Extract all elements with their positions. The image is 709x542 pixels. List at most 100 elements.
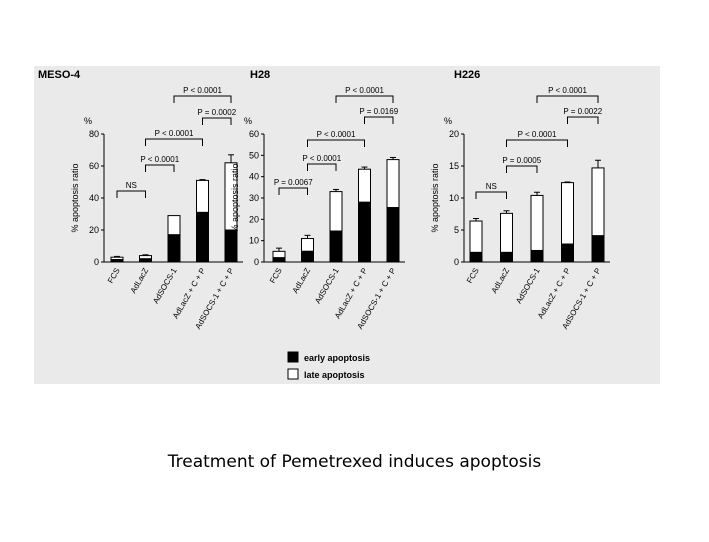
y-tick-label: 40 — [89, 193, 99, 203]
bar-early-apoptosis — [167, 234, 181, 263]
category-label: FCS — [465, 267, 481, 285]
category-label: FCS — [106, 267, 122, 285]
bar-early-apoptosis — [469, 251, 483, 263]
bar-early-apoptosis — [110, 259, 124, 263]
significance-label: P = 0.0005 — [502, 156, 541, 165]
y-tick-label: 80 — [89, 129, 99, 139]
significance-label: P < 0.0001 — [345, 86, 384, 95]
y-tick-label: 20 — [89, 225, 99, 235]
bar-early-apoptosis — [301, 250, 314, 263]
legend-swatch-early — [287, 351, 299, 363]
y-tick-label: 0 — [254, 257, 259, 267]
bar-late-apoptosis — [386, 159, 400, 209]
y-axis-title: % apoptosis ratio — [70, 163, 80, 232]
bar-late-apoptosis — [301, 238, 314, 252]
bar-early-apoptosis — [530, 249, 544, 263]
significance-label: P < 0.0001 — [302, 154, 341, 163]
bar-early-apoptosis — [591, 235, 605, 263]
y-tick-label: 50 — [249, 150, 259, 160]
figure-panel: MESO-4% 0 20 40 60 80 % apoptosis ratio FCS AdLa… — [34, 66, 660, 384]
significance-label: P = 0.0002 — [197, 108, 236, 117]
y-tick-label: 0 — [454, 257, 459, 267]
y-tick-label: 0 — [94, 257, 99, 267]
legend-label-late: late apoptosis — [304, 370, 365, 380]
bar-late-apoptosis — [469, 220, 483, 253]
bar-early-apoptosis — [224, 229, 238, 263]
figure-svg: MESO-4% 0 20 40 60 80 % apoptosis ratio FCS AdLa… — [38, 69, 610, 380]
y-tick-label: 10 — [249, 236, 259, 246]
category-label: AdSOCS-1 — [514, 266, 542, 305]
significance-label: P < 0.0001 — [140, 155, 179, 164]
significance-bracket — [145, 164, 175, 172]
y-tick-label: 10 — [449, 193, 459, 203]
category-label: AdLacZ + C + P — [536, 267, 572, 321]
significance-bracket — [335, 95, 394, 103]
y-tick-label: 5 — [454, 225, 459, 235]
bar-early-apoptosis — [272, 257, 286, 263]
legend-swatch-late — [287, 368, 299, 380]
bar-early-apoptosis — [500, 251, 513, 263]
bar-late-apoptosis — [530, 194, 544, 251]
bar-early-apoptosis — [386, 207, 400, 263]
category-label: AdSOCS-1 — [151, 266, 179, 305]
y-tick-label: 15 — [449, 161, 459, 171]
bar-early-apoptosis — [139, 258, 152, 263]
bar-early-apoptosis — [329, 230, 343, 263]
panel-title: H226 — [454, 69, 480, 81]
y-tick-label: 60 — [89, 161, 99, 171]
panel-title: H28 — [250, 69, 270, 81]
y-tick-label: 20 — [449, 129, 459, 139]
category-label: FCS — [268, 267, 284, 285]
bar-early-apoptosis — [561, 243, 574, 263]
significance-label: P < 0.0001 — [518, 130, 557, 139]
category-label: AdLacZ — [129, 266, 151, 294]
significance-label: NS — [126, 181, 137, 190]
figure-caption: Treatment of Pemetrexed induces apoptosi… — [167, 452, 542, 472]
bar-late-apoptosis — [561, 182, 574, 245]
unit-label: % — [444, 116, 452, 126]
significance-bracket — [506, 165, 538, 173]
significance-bracket — [475, 191, 507, 199]
y-tick-label: 30 — [249, 193, 259, 203]
unit-label: % — [84, 116, 92, 126]
significance-label: P = 0.0067 — [274, 178, 313, 187]
category-label: AdLacZ — [490, 266, 512, 294]
category-label: AdSOCS-1 — [313, 266, 341, 305]
significance-bracket — [202, 117, 232, 125]
significance-label: P < 0.0001 — [155, 129, 194, 138]
significance-label: P < 0.0001 — [317, 130, 356, 139]
bar-late-apoptosis — [358, 168, 371, 203]
bar-early-apoptosis — [358, 201, 371, 263]
bar-early-apoptosis — [196, 211, 209, 263]
significance-bracket — [116, 190, 146, 198]
bar-late-apoptosis — [591, 167, 605, 237]
significance-bracket — [278, 187, 308, 195]
unit-label: % — [244, 116, 252, 126]
significance-bracket — [173, 95, 232, 103]
panel-title: MESO-4 — [38, 69, 81, 81]
significance-bracket — [567, 116, 599, 124]
y-axis-title: % apoptosis ratio — [230, 163, 240, 232]
category-label: AdLacZ — [291, 266, 313, 294]
bar-late-apoptosis — [196, 179, 209, 213]
significance-label: NS — [486, 182, 497, 191]
significance-bracket — [145, 138, 203, 146]
y-tick-label: 60 — [249, 129, 259, 139]
significance-label: P < 0.0001 — [548, 86, 587, 95]
bar-late-apoptosis — [329, 191, 343, 232]
y-tick-label: 40 — [249, 172, 259, 182]
bar-late-apoptosis — [272, 250, 286, 259]
y-axis-title: % apoptosis ratio — [430, 163, 440, 232]
significance-label: P = 0.0022 — [563, 107, 602, 116]
significance-bracket — [307, 163, 337, 171]
bar-late-apoptosis — [167, 215, 181, 236]
significance-bracket — [506, 139, 568, 147]
significance-bracket — [307, 139, 365, 147]
legend-label-early: early apoptosis — [304, 353, 370, 363]
significance-bracket — [536, 95, 599, 103]
significance-label: P = 0.0169 — [359, 107, 398, 116]
bar-late-apoptosis — [500, 212, 513, 253]
significance-label: P < 0.0001 — [183, 86, 222, 95]
significance-bracket — [364, 116, 394, 124]
y-tick-label: 20 — [249, 214, 259, 224]
